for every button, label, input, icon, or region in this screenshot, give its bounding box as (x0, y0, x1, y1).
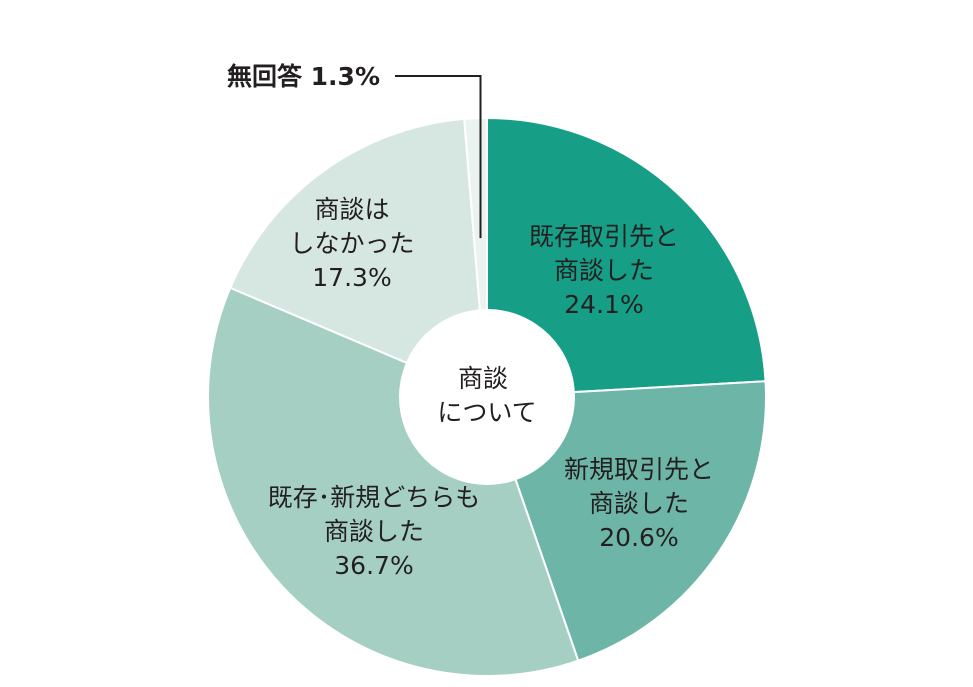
slice-labels: 既存取引先と商談した 24.1%新規取引先と商談した 20.6%既存･新規どちらも商… (268, 195, 714, 580)
slice-3 (207, 286, 580, 677)
slice-label-1: 既存取引先と商談した 24.1% (529, 222, 679, 319)
slice-label-2: 新規取引先と商談した 20.6% (564, 455, 714, 552)
slice-2 (485, 380, 767, 662)
slice-name-line: 商談した (324, 517, 424, 546)
center-label: 商談 について (437, 364, 536, 427)
callout-label: 無回答 1.3% (227, 62, 380, 91)
slice-name-line: 商談した (554, 256, 654, 285)
donut-hole (399, 309, 575, 485)
callout-leader-line (395, 75, 482, 239)
slice-name-line: 既存･新規どちらも (268, 483, 481, 512)
slice-4 (228, 117, 489, 399)
no-answer-callout: 無回答 1.3% (227, 62, 482, 239)
slice-label-3: 既存･新規どちらも商談した 36.7% (268, 483, 481, 580)
slice-value-label: 24.1% (564, 290, 643, 319)
center-label-line-1: 商談 (458, 364, 508, 393)
slice-value-label: 20.6% (599, 523, 678, 552)
slice-name-line: 新規取引先と (564, 455, 714, 484)
slice-label-4: 商談はしなかった 17.3% (289, 195, 414, 292)
slice-name-line: しなかった (289, 229, 414, 258)
slice-name-line: 商談した (589, 489, 689, 518)
slice-value-label: 36.7% (334, 551, 413, 580)
center-label-line-2: について (437, 398, 536, 427)
slice-name-line: 既存取引先と (529, 222, 679, 251)
slice-name-line: 商談は (314, 195, 389, 224)
slice-value-label: 17.3% (312, 263, 391, 292)
slice-1 (486, 116, 767, 399)
